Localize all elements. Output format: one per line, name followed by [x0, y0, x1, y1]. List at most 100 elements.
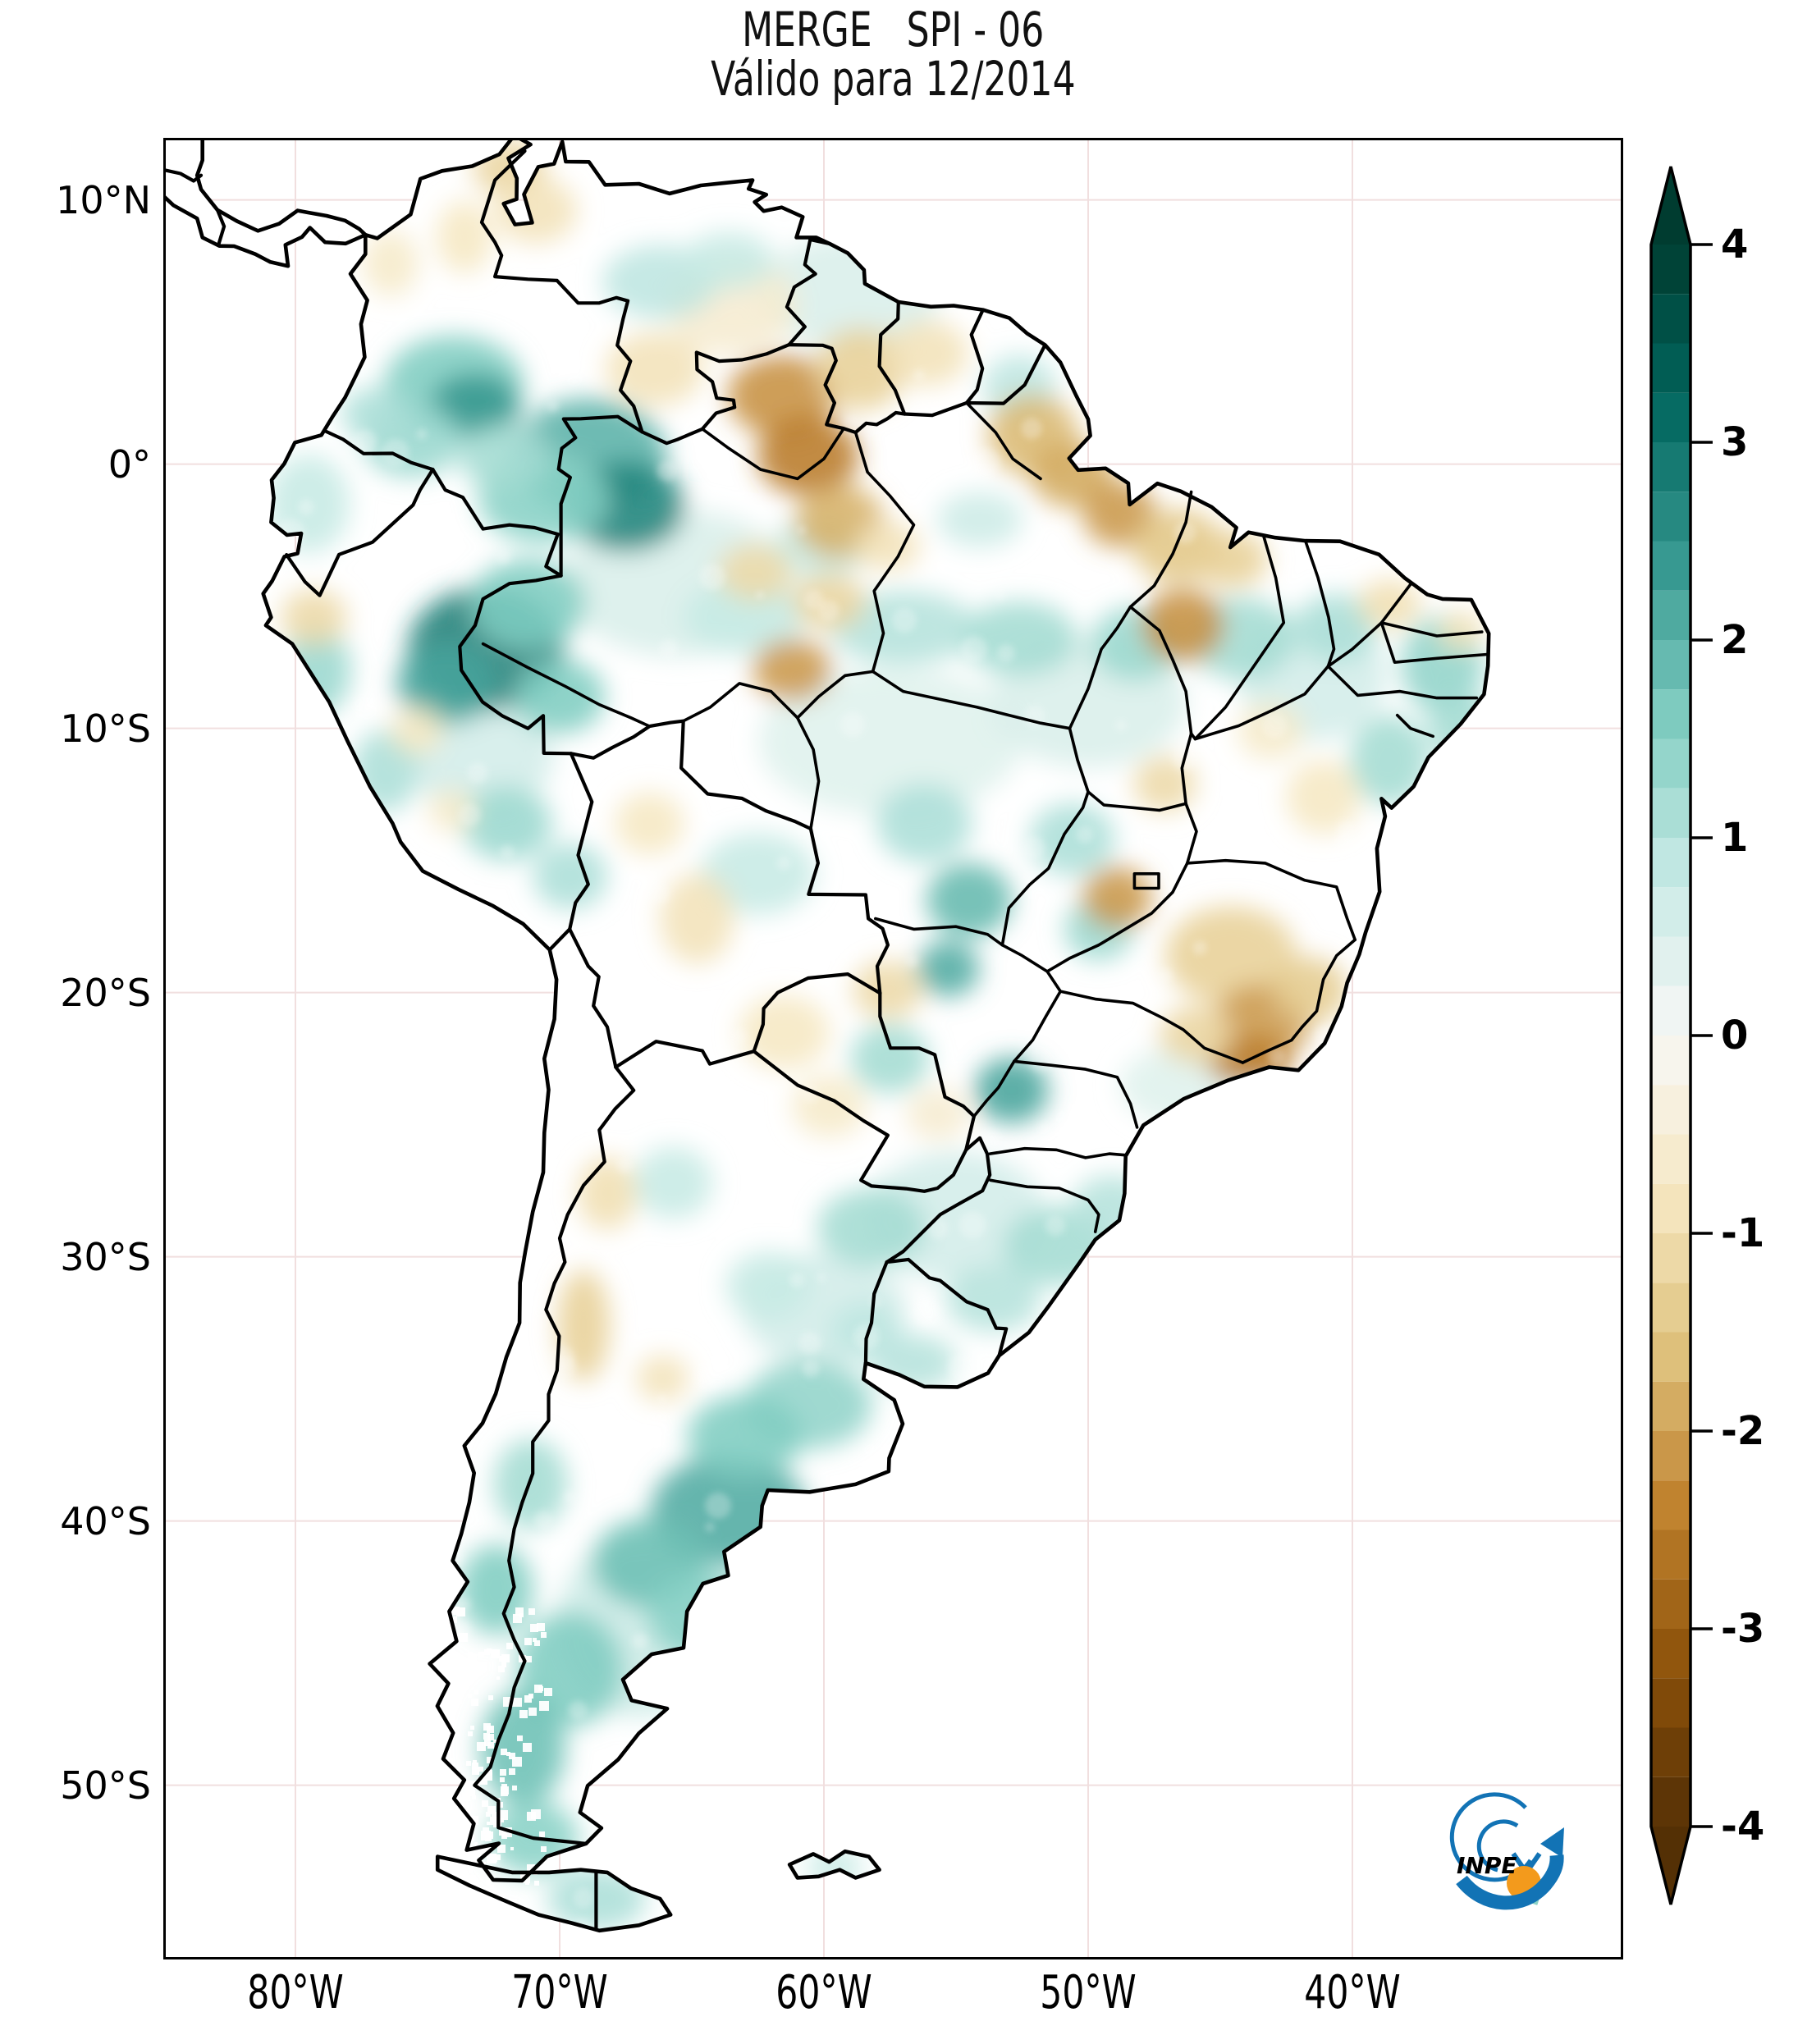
inpe-logo: INPE — [1439, 1791, 1581, 1911]
spi-anomaly-blob — [974, 1057, 1049, 1123]
colorbar-step — [1651, 1332, 1690, 1382]
logo-arrowhead — [1540, 1827, 1564, 1858]
spi-anomaly-blob — [926, 863, 1013, 937]
country-border — [964, 343, 1047, 405]
state-border — [1000, 790, 1090, 947]
country-border — [752, 972, 882, 1054]
x-tick-label-text: 70°W — [511, 1966, 608, 2019]
coastline — [261, 138, 1491, 1883]
colorbar-step — [1651, 590, 1690, 641]
spi-anomaly-blob — [1193, 530, 1268, 588]
state-border — [1045, 862, 1189, 973]
spi-anomaly-blob — [515, 660, 605, 734]
spi-anomaly-blob — [817, 1188, 926, 1268]
x-tick-label-text: 50°W — [1040, 1966, 1137, 2019]
spi-anomaly-blob — [684, 231, 775, 290]
colorbar-step — [1651, 1381, 1690, 1432]
state-border — [1326, 583, 1412, 668]
spi-anomaly-blob — [1164, 906, 1297, 1005]
state-border — [1180, 732, 1193, 806]
country-border — [878, 991, 976, 1152]
state-border — [1128, 490, 1193, 609]
country-border — [640, 343, 791, 446]
country-border — [473, 1065, 636, 1845]
country-border — [569, 719, 890, 995]
colorbar-tick-label: -3 — [1721, 1606, 1764, 1652]
spi-anomaly-blob — [470, 559, 586, 650]
state-border — [874, 917, 1004, 947]
colorbar-step — [1651, 1431, 1690, 1481]
state-border — [988, 1146, 1127, 1159]
spi-anomaly-blob — [1286, 760, 1361, 835]
state-border — [1000, 943, 1062, 993]
y-tick-label: 10°S — [60, 706, 151, 751]
south-america-spi-map — [163, 138, 1623, 1959]
x-tick-label: 70°W — [496, 1966, 624, 2019]
state-border — [1326, 665, 1479, 700]
state-border — [1132, 872, 1160, 890]
spi-anomaly-blob — [718, 543, 793, 601]
colorbar-step — [1651, 1678, 1690, 1728]
country-border — [785, 237, 832, 347]
spi-anomaly-blob — [1350, 715, 1430, 806]
x-tick-label-text: 40°W — [1304, 1966, 1401, 2019]
colorbar-step — [1651, 985, 1690, 1036]
state-border — [1059, 990, 1245, 1064]
spi-anomaly-blob — [533, 844, 607, 909]
colorbar-step — [1651, 1480, 1690, 1530]
spi-anomaly-blob — [917, 940, 980, 997]
state-border — [1186, 858, 1357, 942]
x-tick-label: 60°W — [761, 1966, 888, 2019]
state-border — [1068, 605, 1132, 730]
state-border — [796, 670, 875, 720]
spi-anomaly-blob — [1438, 610, 1484, 651]
spi-colorbar: 4 3 2 1 0 -1 -2 -3 -4 — [1649, 166, 1764, 1905]
state-border — [1301, 938, 1357, 1029]
country-border — [787, 343, 907, 435]
colorbar-step — [1651, 788, 1690, 839]
colorbar-step — [1651, 392, 1690, 443]
spi-anomaly-blob — [605, 332, 704, 406]
country-border — [885, 1136, 992, 1264]
spi-anomaly-blob — [341, 387, 408, 441]
state-border — [1068, 726, 1187, 812]
colorbar-step — [1651, 245, 1690, 295]
spi-anomaly-blob — [459, 423, 550, 489]
colorbar-step — [1651, 689, 1690, 739]
borders — [163, 138, 1491, 1933]
spi-anomaly-blob — [885, 320, 968, 386]
coastline — [163, 138, 368, 268]
state-border — [701, 427, 845, 481]
country-border — [568, 752, 594, 931]
colorbar-step — [1651, 1530, 1690, 1580]
spi-anomaly-blob — [406, 697, 555, 812]
state-border — [1379, 621, 1489, 664]
chart-title: MERGE SPI - 06 — [163, 5, 1623, 54]
state-border — [1128, 605, 1193, 735]
state-border — [1184, 802, 1198, 865]
spi-anomaly-blob — [739, 995, 830, 1069]
spi-anomaly-blob — [683, 580, 807, 655]
map-plot-area — [163, 138, 1623, 1959]
colorbar-tick-label: 4 — [1721, 222, 1748, 268]
colorbar-step — [1651, 492, 1690, 542]
spi-field — [163, 140, 1489, 1931]
state-border — [1379, 621, 1484, 638]
country-border — [547, 927, 572, 952]
y-tick-label: 0° — [108, 441, 151, 487]
country-border — [556, 414, 644, 578]
spi-anomaly-blob — [1029, 803, 1115, 876]
country-border — [479, 149, 644, 434]
colorbar-step — [1651, 1036, 1690, 1086]
colorbar-step — [1651, 1776, 1690, 1827]
colorbar-step — [1651, 1134, 1690, 1184]
spi-anomaly-blob — [854, 521, 921, 571]
y-tick-label: 40°S — [60, 1498, 151, 1543]
country-border — [964, 308, 985, 405]
logo-outer-swirl — [1449, 1792, 1533, 1882]
y-tick-label: 20°S — [60, 970, 151, 1015]
spi-anomaly-blob — [906, 1087, 969, 1141]
spi-anomaly-blob — [937, 492, 1023, 548]
spi-anomaly-blob — [758, 667, 1022, 816]
